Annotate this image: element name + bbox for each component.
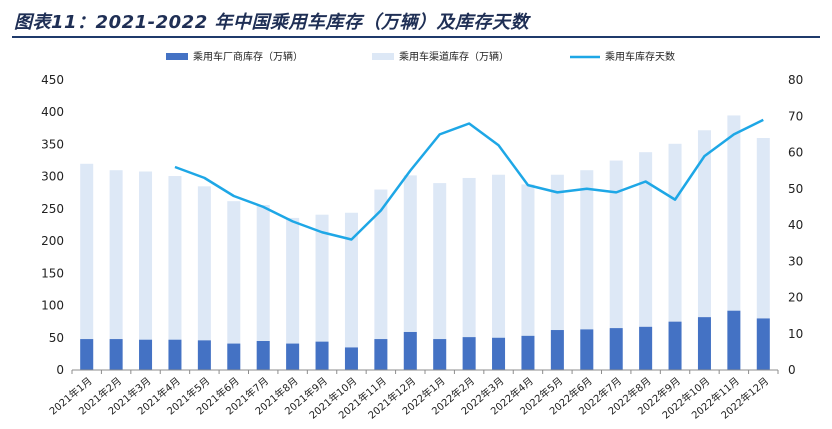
y-left-tick-label: 200 [41, 234, 64, 248]
manufacturer-inventory-bar [109, 339, 123, 370]
y-right-tick-label: 80 [788, 73, 803, 87]
manufacturer-inventory-bar [80, 339, 94, 370]
legend-swatch-channel [372, 53, 394, 60]
legend-label-manufacturer: 乘用车厂商库存（万辆） [193, 50, 303, 63]
manufacturer-inventory-bar [697, 317, 711, 370]
manufacturer-inventory-bar [286, 343, 300, 370]
manufacturer-inventory-bar [227, 343, 241, 370]
y-right-tick-label: 60 [788, 146, 803, 160]
channel-inventory-bar [344, 212, 358, 370]
y-left-tick-label: 100 [41, 299, 64, 313]
manufacturer-inventory-bar [668, 321, 682, 370]
y-right-tick-label: 30 [788, 254, 803, 268]
y-right-tick-label: 20 [788, 291, 803, 305]
channel-inventory-bar [227, 201, 241, 370]
manufacturer-inventory-bar [256, 341, 270, 370]
inventory-days-line [174, 118, 764, 241]
manufacturer-inventory-bar [433, 339, 447, 370]
manufacturer-inventory-bar [197, 340, 211, 370]
y-right-tick-label: 10 [788, 327, 803, 341]
channel-inventory-bar [374, 189, 388, 370]
title-underline [12, 36, 820, 38]
channel-inventory-bar [315, 214, 329, 370]
legend-label-channel: 乘用车渠道库存（万辆） [399, 50, 509, 63]
manufacturer-inventory-bar [727, 310, 741, 370]
manufacturer-inventory-bar [403, 331, 417, 370]
channel-inventory-bar [609, 160, 623, 370]
channel-inventory-bar [580, 170, 594, 370]
manufacturer-inventory-bar [139, 339, 153, 370]
manufacturer-inventory-bar [609, 328, 623, 370]
channel-inventory-bar [168, 176, 182, 370]
channel-inventory-bar [403, 175, 417, 370]
manufacturer-inventory-bar [492, 337, 506, 370]
channel-inventory-bar [80, 163, 94, 370]
channel-inventory-bar [109, 170, 123, 370]
manufacturer-inventory-bar [580, 329, 594, 370]
y-left-tick-label: 450 [41, 73, 64, 87]
manufacturer-inventory-bar [550, 330, 564, 370]
channel-inventory-bar [550, 174, 564, 370]
x-tick-label: 2022年12月 [718, 374, 771, 421]
y-left-tick-label: 0 [56, 363, 64, 377]
y-left-tick-label: 150 [41, 266, 64, 280]
manufacturer-inventory-bar [168, 339, 182, 370]
channel-inventory-bar [462, 177, 476, 370]
channel-inventory-bar [521, 184, 535, 370]
manufacturer-inventory-bar [462, 337, 476, 370]
legend-label-days: 乘用车库存天数 [605, 50, 675, 63]
channel-inventory-bar [139, 171, 153, 370]
y-left-tick-label: 300 [41, 170, 64, 184]
channel-inventory-bar [639, 152, 653, 370]
manufacturer-inventory-bar [639, 326, 653, 370]
y-left-tick-label: 400 [41, 105, 64, 119]
y-right-tick-label: 70 [788, 109, 803, 123]
y-left-tick-label: 50 [49, 331, 64, 345]
manufacturer-inventory-bar [315, 341, 329, 370]
y-right-tick-label: 50 [788, 182, 803, 196]
channel-inventory-bar [286, 217, 300, 370]
channel-inventory-bar [197, 186, 211, 370]
channel-inventory-bar [433, 183, 447, 370]
channel-inventory-bar [668, 143, 682, 370]
manufacturer-inventory-bar [521, 335, 535, 370]
y-left-tick-label: 350 [41, 137, 64, 151]
channel-inventory-bar [727, 115, 741, 370]
title-area: 图表11：2021-2022 年中国乘用车库存（万辆）及库存天数 [0, 0, 832, 40]
y-right-tick-label: 40 [788, 218, 803, 232]
manufacturer-inventory-bar [344, 347, 358, 370]
manufacturer-inventory-bar [374, 339, 388, 370]
legend-swatch-manufacturer [166, 53, 188, 60]
chart-title: 图表11：2021-2022 年中国乘用车库存（万辆）及库存天数 [14, 12, 529, 33]
manufacturer-inventory-bar [756, 318, 770, 370]
channel-inventory-bar [256, 205, 270, 370]
channel-inventory-bar [756, 138, 770, 370]
channel-inventory-bar [697, 130, 711, 370]
y-right-tick-label: 0 [788, 363, 796, 377]
y-left-tick-label: 250 [41, 202, 64, 216]
channel-inventory-bar [492, 174, 506, 370]
